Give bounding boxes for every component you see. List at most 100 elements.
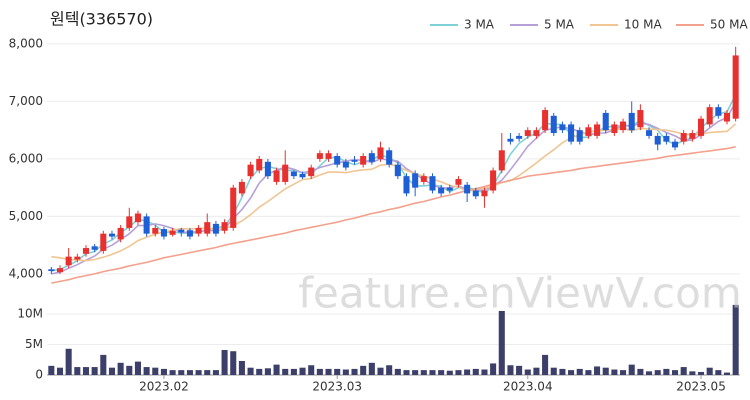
volume-bar bbox=[533, 367, 540, 375]
volume-bar bbox=[576, 368, 583, 375]
volume-bar bbox=[723, 372, 731, 375]
volume-bar bbox=[299, 367, 306, 375]
y-tick-label: 7,000 bbox=[9, 94, 43, 108]
candle-body bbox=[195, 227, 202, 234]
volume-bar bbox=[412, 370, 419, 375]
candle-body bbox=[559, 124, 566, 131]
chart-title: 원텍(336570) bbox=[50, 10, 153, 29]
volume-bar bbox=[706, 367, 713, 375]
candle-body bbox=[394, 164, 401, 177]
candle-body bbox=[542, 110, 549, 131]
candle-body bbox=[602, 112, 609, 131]
volume-bar bbox=[680, 367, 687, 375]
volume-bar bbox=[264, 368, 271, 375]
ma-line bbox=[51, 123, 737, 262]
candle-body bbox=[143, 216, 150, 234]
candle-body bbox=[671, 141, 679, 148]
candle-body bbox=[663, 135, 670, 142]
volume-bar bbox=[221, 350, 228, 375]
candle-body bbox=[438, 187, 445, 194]
candle-body bbox=[238, 181, 245, 194]
candle-body bbox=[342, 161, 349, 168]
volume-bar bbox=[334, 368, 341, 375]
candle-body bbox=[204, 222, 211, 234]
volume-bar bbox=[368, 362, 375, 375]
volume-bar bbox=[559, 368, 566, 375]
volume-bar bbox=[524, 369, 531, 375]
candle-body bbox=[697, 118, 705, 136]
volume-bar bbox=[108, 367, 116, 375]
candle-body bbox=[82, 248, 90, 254]
volume-bar bbox=[429, 370, 436, 375]
volume-bar bbox=[472, 368, 479, 375]
candle-body bbox=[550, 115, 557, 134]
legend-label: 10 MA bbox=[624, 18, 662, 32]
candle-body bbox=[186, 230, 193, 237]
candle-body bbox=[247, 164, 254, 177]
volume-bar bbox=[377, 367, 384, 375]
candle-body bbox=[325, 153, 332, 159]
candle-body bbox=[221, 222, 228, 231]
candle-body bbox=[160, 229, 167, 237]
volume-bar bbox=[498, 310, 505, 375]
candle-body bbox=[65, 256, 72, 266]
x-tick-label: 2023.04 bbox=[503, 380, 553, 394]
candle-body bbox=[308, 167, 315, 177]
candle-body bbox=[91, 246, 98, 250]
volume-bar bbox=[238, 360, 245, 375]
candle-body bbox=[646, 130, 653, 136]
candle-body bbox=[628, 112, 635, 131]
candle-body bbox=[429, 176, 436, 191]
volume-bar bbox=[420, 370, 427, 375]
volume-bar bbox=[351, 368, 358, 375]
volume-bar bbox=[273, 364, 280, 375]
candle-body bbox=[533, 130, 540, 136]
volume-bar bbox=[455, 370, 462, 375]
volume-bar bbox=[671, 370, 679, 375]
candle-body bbox=[100, 233, 107, 251]
candle-body bbox=[689, 133, 696, 139]
volume-bar bbox=[56, 367, 64, 375]
candle-body bbox=[290, 171, 297, 177]
candle-body bbox=[299, 173, 306, 178]
candle-body bbox=[412, 173, 419, 188]
candle-body bbox=[334, 156, 341, 165]
volume-bar bbox=[611, 369, 618, 375]
candle-body bbox=[446, 187, 453, 191]
y-tick-label: 0 bbox=[35, 368, 43, 382]
candle-body bbox=[654, 135, 661, 145]
volume-bar bbox=[82, 367, 90, 375]
candle-body bbox=[360, 156, 367, 165]
volume-bar bbox=[74, 367, 81, 375]
volume-bar bbox=[152, 367, 159, 375]
candle-body bbox=[524, 130, 531, 136]
volume-bar bbox=[550, 367, 557, 375]
volume-bar bbox=[689, 371, 696, 375]
ma-line bbox=[51, 146, 736, 284]
volume-bar bbox=[697, 371, 705, 375]
candle-body bbox=[732, 55, 739, 119]
volume-bar bbox=[481, 369, 488, 375]
volume-bar bbox=[602, 367, 609, 375]
volume-bar bbox=[438, 370, 445, 375]
candle-body bbox=[568, 124, 575, 142]
volume-bar bbox=[403, 370, 410, 375]
volume-bar bbox=[186, 370, 193, 375]
volume-bar bbox=[663, 368, 670, 375]
candle-body bbox=[152, 227, 159, 234]
candle-body bbox=[386, 150, 393, 165]
volume-bar bbox=[126, 365, 133, 375]
volume-bar bbox=[282, 368, 289, 375]
volume-bar bbox=[516, 365, 523, 375]
candle-body bbox=[637, 110, 644, 128]
volume-bar bbox=[143, 367, 150, 375]
volume-bar bbox=[316, 368, 323, 375]
candle-body bbox=[230, 187, 237, 228]
candle-body bbox=[377, 147, 384, 159]
volume-bar bbox=[204, 370, 211, 375]
volume-bar bbox=[394, 368, 401, 375]
candle-body bbox=[256, 158, 263, 171]
candle-body bbox=[134, 213, 141, 223]
volume-bar bbox=[654, 370, 661, 375]
volume-bar bbox=[342, 369, 349, 375]
